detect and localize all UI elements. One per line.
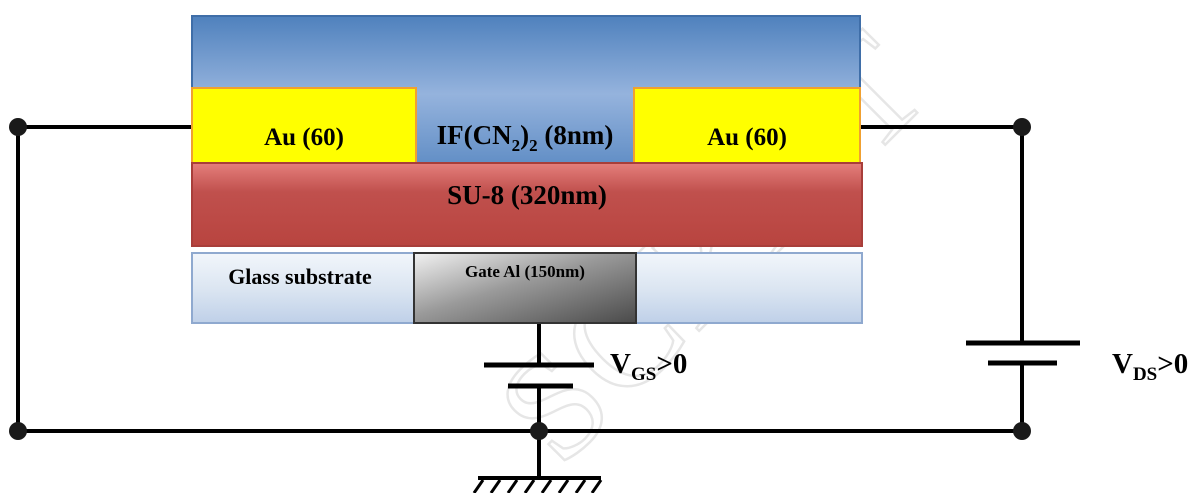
dielectric-layer (191, 162, 863, 247)
drain-label: Au (60) (707, 124, 787, 151)
dielectric-label: SU-8 (320nm) (447, 180, 607, 210)
gate-battery-symbol (484, 362, 594, 389)
junction-dot (1013, 422, 1031, 440)
junction-dot (1013, 118, 1031, 136)
junction-dot (530, 422, 548, 440)
gate-label: Gate Al (150nm) (465, 262, 585, 281)
gate-electrode (413, 252, 637, 324)
drain-battery-symbol (966, 340, 1080, 366)
junction-dot (9, 422, 27, 440)
junction-dot (9, 118, 27, 136)
vgs-label: VGS>0 (610, 348, 687, 385)
semiconductor-label: IF(CN2)2 (8nm) (437, 120, 614, 155)
vds-label: VDS>0 (1112, 348, 1188, 385)
junction-dots (9, 118, 1031, 440)
source-label: Au (60) (264, 124, 344, 151)
ground-icon (472, 476, 603, 494)
substrate-label: Glass substrate (228, 264, 372, 289)
circuit-wires (16, 125, 1024, 478)
